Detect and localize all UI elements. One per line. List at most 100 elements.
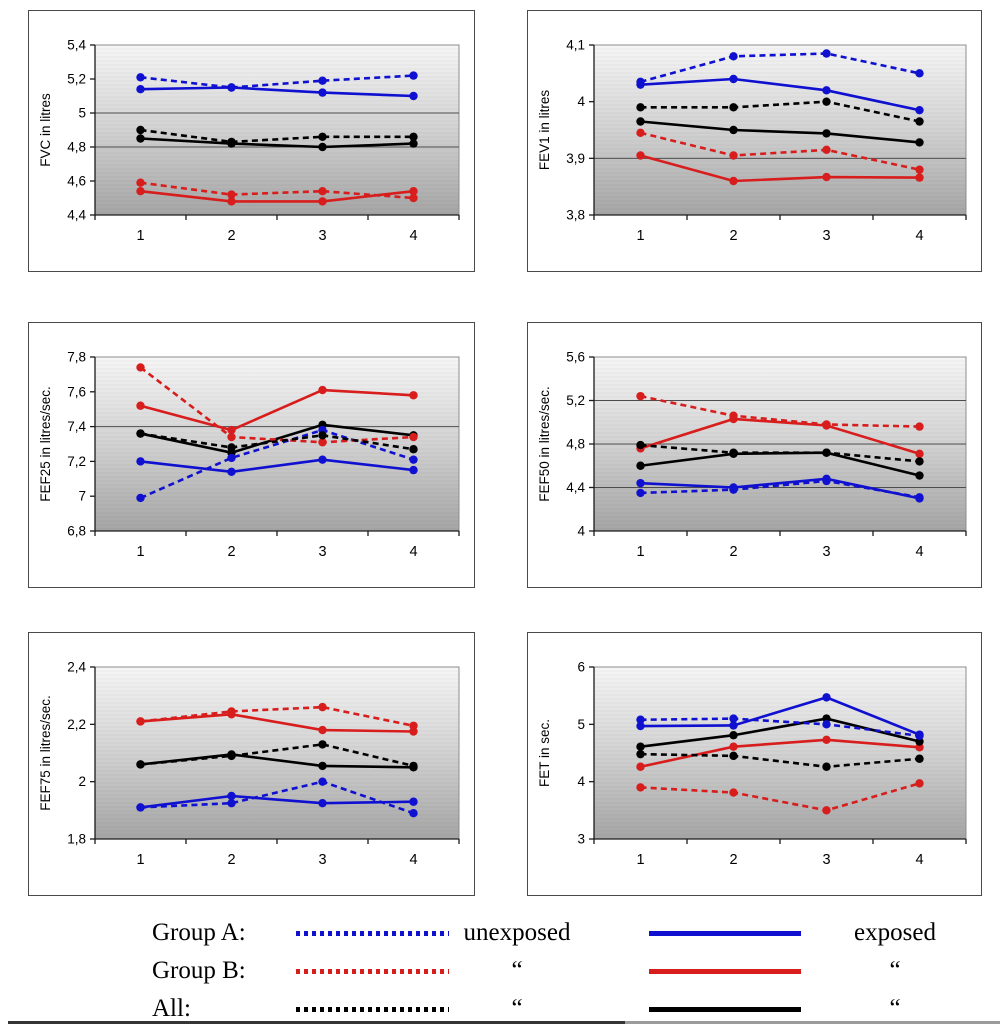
legend-ditto-exposed-all: “: [889, 995, 901, 1022]
series-line-group-b-unexposed: [640, 394, 920, 428]
data-point: [636, 391, 645, 401]
series-line-group-a-exposed: [140, 794, 414, 809]
data-point: [729, 411, 738, 420]
y-ticks: 6,8 7 7,2 7,4 7,6 7,8: [67, 350, 95, 539]
series-group-a-unexposed: [636, 714, 924, 740]
y-tick-label: 4,1: [566, 38, 585, 53]
y-tick-label: 5,6: [566, 350, 585, 365]
data-point: [636, 440, 645, 450]
y-axis-title: FEV1 in litres: [537, 90, 552, 171]
data-point: [409, 797, 418, 806]
bottom-divider-left: [8, 1021, 625, 1024]
series-line-group-b-exposed: [640, 417, 920, 456]
legend-row-group-a: Group A: unexposed exposed: [0, 914, 1000, 952]
y-ticks: 3,8 3,9 4 4,1: [566, 38, 594, 223]
x-tick-label: 4: [915, 852, 923, 868]
data-point: [915, 754, 924, 763]
series-group-b-exposed: [136, 187, 418, 206]
series-line-all-unexposed: [640, 100, 920, 123]
series-group-b-unexposed: [636, 128, 924, 174]
data-point: [227, 798, 236, 808]
x-tick-label: 2: [729, 544, 737, 560]
data-point: [915, 422, 924, 431]
y-tick-label: 7,2: [67, 454, 86, 469]
data-point: [822, 86, 831, 95]
data-point: [822, 129, 831, 138]
data-point: [729, 448, 738, 457]
y-tick-label: 2,2: [67, 717, 86, 732]
data-point: [915, 173, 924, 182]
x-tick-label: 3: [822, 852, 830, 868]
data-point: [318, 197, 327, 206]
x-tick-label: 4: [915, 228, 923, 244]
series-line-all-exposed: [140, 137, 414, 149]
data-point: [822, 735, 831, 745]
data-point: [822, 448, 831, 457]
legend-all-label: All:: [152, 995, 191, 1022]
data-point: [227, 190, 236, 199]
data-point: [915, 138, 924, 147]
y-axis-title: FEF25 in litres/sec.: [38, 386, 53, 502]
x-tick-label: 2: [227, 852, 235, 868]
data-point: [409, 187, 418, 196]
chart-fef25: 6,8 7 7,2 7,4 7,6 7,8 1 2 3 4 FEF25 in litres/sec.: [28, 322, 475, 588]
data-point: [409, 71, 418, 80]
x-tick-label: 3: [318, 544, 326, 560]
data-point: [729, 125, 738, 135]
y-tick-label: 3,8: [566, 208, 585, 223]
series-line-group-a-unexposed: [139, 428, 414, 500]
data-point: [409, 721, 418, 730]
plot-area: [94, 666, 460, 840]
x-ticks: 1 2 3 4: [593, 531, 967, 560]
legend-group-a-solid-sample: [649, 931, 801, 936]
x-tick-label: 3: [822, 544, 830, 560]
series-line-group-a-unexposed: [640, 717, 920, 738]
plot-area: [94, 44, 460, 216]
data-point: [136, 760, 145, 769]
series-line-group-b-unexposed: [640, 782, 920, 812]
x-tick-label: 2: [227, 228, 235, 244]
x-ticks: 1 2 3 4: [94, 531, 460, 560]
y-tick-label: 4,4: [67, 208, 86, 223]
series-line-group-a-exposed: [640, 477, 920, 500]
x-tick-label: 3: [318, 228, 326, 244]
series-all-unexposed: [636, 97, 924, 126]
data-point: [729, 176, 738, 186]
data-point: [729, 731, 738, 740]
gridlines: [95, 112, 459, 148]
data-point: [636, 488, 645, 498]
series-group-a-exposed: [136, 455, 418, 477]
y-tick-label: 6: [577, 660, 585, 675]
plot-area: [593, 666, 967, 840]
y-tick-label: 5,4: [67, 38, 86, 53]
data-point: [915, 105, 924, 115]
data-point: [729, 485, 738, 494]
legend-ditto-unexposed-all: “: [511, 995, 523, 1022]
plot-area: [593, 44, 967, 216]
series-line-all-exposed: [140, 423, 414, 455]
legend-all-dashed-sample: [296, 1007, 449, 1012]
data-point: [636, 77, 645, 87]
y-tick-label: 4: [577, 524, 585, 539]
y-axis-title: FEF50 in litres/sec.: [537, 386, 552, 502]
data-point: [409, 455, 418, 464]
legend-ditto-exposed-b: “: [889, 957, 901, 984]
legend-group-b-dashed-sample: [296, 969, 449, 974]
y-tick-label: 3,9: [566, 151, 585, 166]
legend-group-a-dashed-sample: [296, 931, 449, 936]
series-group-a-unexposed: [636, 49, 924, 87]
data-point: [227, 453, 236, 463]
series-group-a-unexposed: [636, 476, 924, 502]
plot-banding: [96, 360, 458, 530]
y-axis-title: FVC in litres: [38, 93, 53, 167]
data-point: [318, 132, 327, 141]
data-point: [822, 172, 831, 182]
y-tick-label: 6,8: [67, 524, 86, 539]
data-point: [318, 761, 327, 771]
data-point: [318, 431, 327, 440]
series-group-a-unexposed: [136, 71, 418, 92]
data-point: [729, 103, 738, 112]
series-line-group-b-exposed: [640, 738, 920, 769]
chart-canvas-fet: 3 4 5 6 1 2 3 4 FET in sec.: [537, 660, 967, 868]
data-point: [729, 788, 738, 797]
